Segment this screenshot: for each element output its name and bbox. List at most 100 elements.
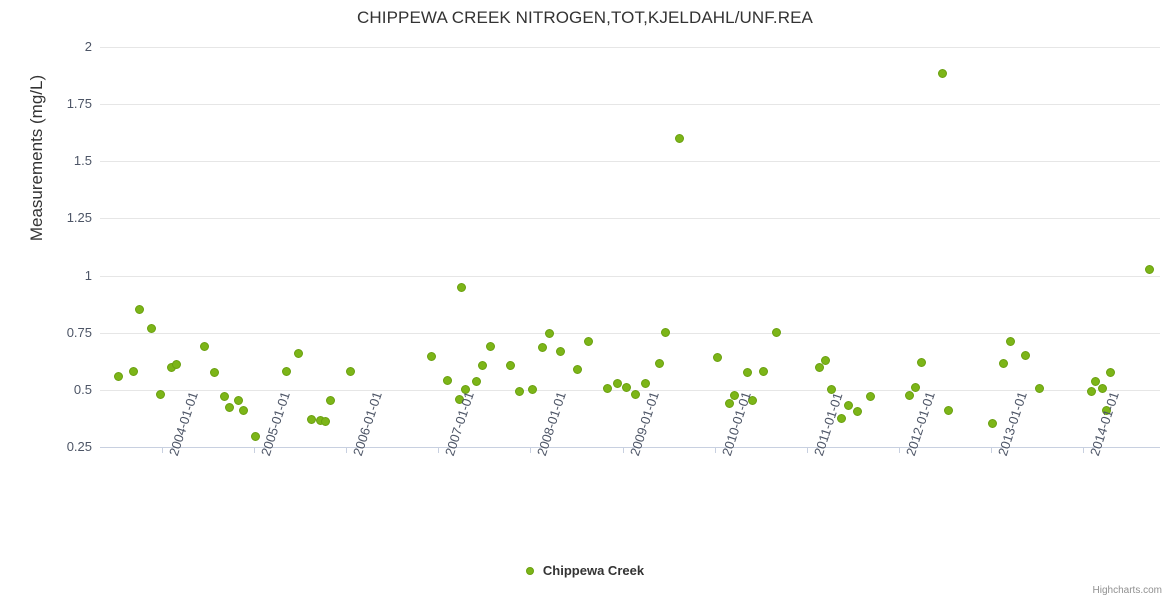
data-point[interactable] [486, 341, 496, 351]
data-point[interactable] [1106, 368, 1116, 378]
data-point[interactable] [200, 341, 210, 351]
y-axis-tick-label: 1 [84, 267, 92, 283]
data-point[interactable] [135, 305, 145, 315]
data-point[interactable] [1144, 265, 1154, 275]
gridline [100, 275, 1160, 277]
data-point[interactable] [987, 418, 997, 428]
y-axis-tick-label: 0.5 [73, 381, 92, 397]
y-axis-tick-label: 0.25 [66, 439, 92, 454]
legend-item-chippewa-creek[interactable]: Chippewa Creek [525, 563, 644, 578]
data-point[interactable] [999, 359, 1009, 369]
x-axis-tick-mark [530, 447, 532, 453]
data-point[interactable] [219, 392, 229, 402]
data-point[interactable] [843, 401, 853, 411]
data-point[interactable] [572, 364, 582, 374]
data-point[interactable] [771, 328, 781, 338]
y-axis-tick-label: 2 [84, 39, 92, 54]
data-point[interactable] [1034, 384, 1044, 394]
data-point[interactable] [837, 413, 847, 423]
data-point[interactable] [234, 395, 244, 405]
data-point[interactable] [239, 405, 249, 415]
x-axis-tick-mark [1083, 447, 1085, 453]
data-point[interactable] [538, 343, 548, 353]
data-point[interactable] [943, 405, 953, 415]
plot-area [100, 47, 1160, 448]
data-point[interactable] [602, 384, 612, 394]
y-axis-tick-label: 1.5 [73, 153, 92, 169]
data-point[interactable] [937, 68, 947, 78]
data-point[interactable] [725, 399, 735, 409]
data-point[interactable] [224, 402, 234, 412]
data-point[interactable] [621, 383, 631, 393]
data-point[interactable] [910, 383, 920, 393]
data-point[interactable] [556, 346, 566, 356]
data-point[interactable] [1091, 377, 1101, 387]
data-point[interactable] [477, 361, 487, 371]
data-point[interactable] [455, 394, 465, 404]
data-point[interactable] [742, 368, 752, 378]
x-axis-tick-mark [346, 447, 348, 453]
data-point[interactable] [128, 367, 138, 377]
data-point[interactable] [904, 391, 914, 401]
gridline [100, 389, 1160, 391]
x-axis-tick-mark [806, 447, 808, 453]
data-point[interactable] [1020, 351, 1030, 361]
circle-marker-icon [525, 566, 534, 575]
data-point[interactable] [461, 385, 471, 395]
data-point[interactable] [346, 367, 356, 377]
data-point[interactable] [506, 361, 516, 371]
data-point[interactable] [661, 328, 671, 338]
data-point[interactable] [675, 133, 685, 143]
data-point[interactable] [852, 407, 862, 417]
gridline [100, 161, 1160, 163]
data-point[interactable] [1098, 384, 1108, 394]
data-point[interactable] [1086, 386, 1096, 396]
data-point[interactable] [426, 352, 436, 362]
data-point[interactable] [865, 392, 875, 402]
data-point[interactable] [515, 386, 525, 396]
data-point[interactable] [210, 368, 220, 378]
data-point[interactable] [612, 378, 622, 388]
data-point[interactable] [917, 357, 927, 367]
data-point[interactable] [640, 378, 650, 388]
x-axis-tick-mark [622, 447, 624, 453]
data-point[interactable] [712, 353, 722, 363]
data-point[interactable] [471, 377, 481, 387]
data-point[interactable] [282, 367, 292, 377]
data-point[interactable] [1006, 337, 1016, 347]
x-axis-tick-mark [991, 447, 993, 453]
data-point[interactable] [171, 360, 181, 370]
x-axis-tick-mark [254, 447, 256, 453]
data-point[interactable] [306, 415, 316, 425]
data-point[interactable] [114, 371, 124, 381]
gridline [100, 47, 1160, 48]
data-point[interactable] [326, 395, 336, 405]
data-point[interactable] [293, 348, 303, 358]
data-point[interactable] [827, 385, 837, 395]
data-point[interactable] [1101, 405, 1111, 415]
data-point[interactable] [320, 417, 330, 427]
data-point[interactable] [584, 337, 594, 347]
data-point[interactable] [250, 432, 260, 442]
chart-legend: Chippewa Creek [0, 563, 1170, 578]
data-point[interactable] [729, 391, 739, 401]
gridline [100, 332, 1160, 334]
data-point[interactable] [759, 367, 769, 377]
x-axis-tick-mark [438, 447, 440, 453]
data-point[interactable] [457, 282, 467, 292]
data-point[interactable] [820, 355, 830, 365]
data-point[interactable] [544, 329, 554, 339]
data-point[interactable] [654, 359, 664, 369]
gridline [100, 218, 1160, 220]
data-point[interactable] [528, 385, 538, 395]
data-point[interactable] [146, 323, 156, 333]
data-point[interactable] [156, 389, 166, 399]
credits-link[interactable]: Highcharts.com [1092, 585, 1162, 596]
data-point[interactable] [814, 362, 824, 372]
x-axis-tick-mark [161, 447, 163, 453]
x-axis-tick-mark [714, 447, 716, 453]
data-point[interactable] [748, 395, 758, 405]
data-point[interactable] [442, 376, 452, 386]
data-point[interactable] [630, 389, 640, 399]
